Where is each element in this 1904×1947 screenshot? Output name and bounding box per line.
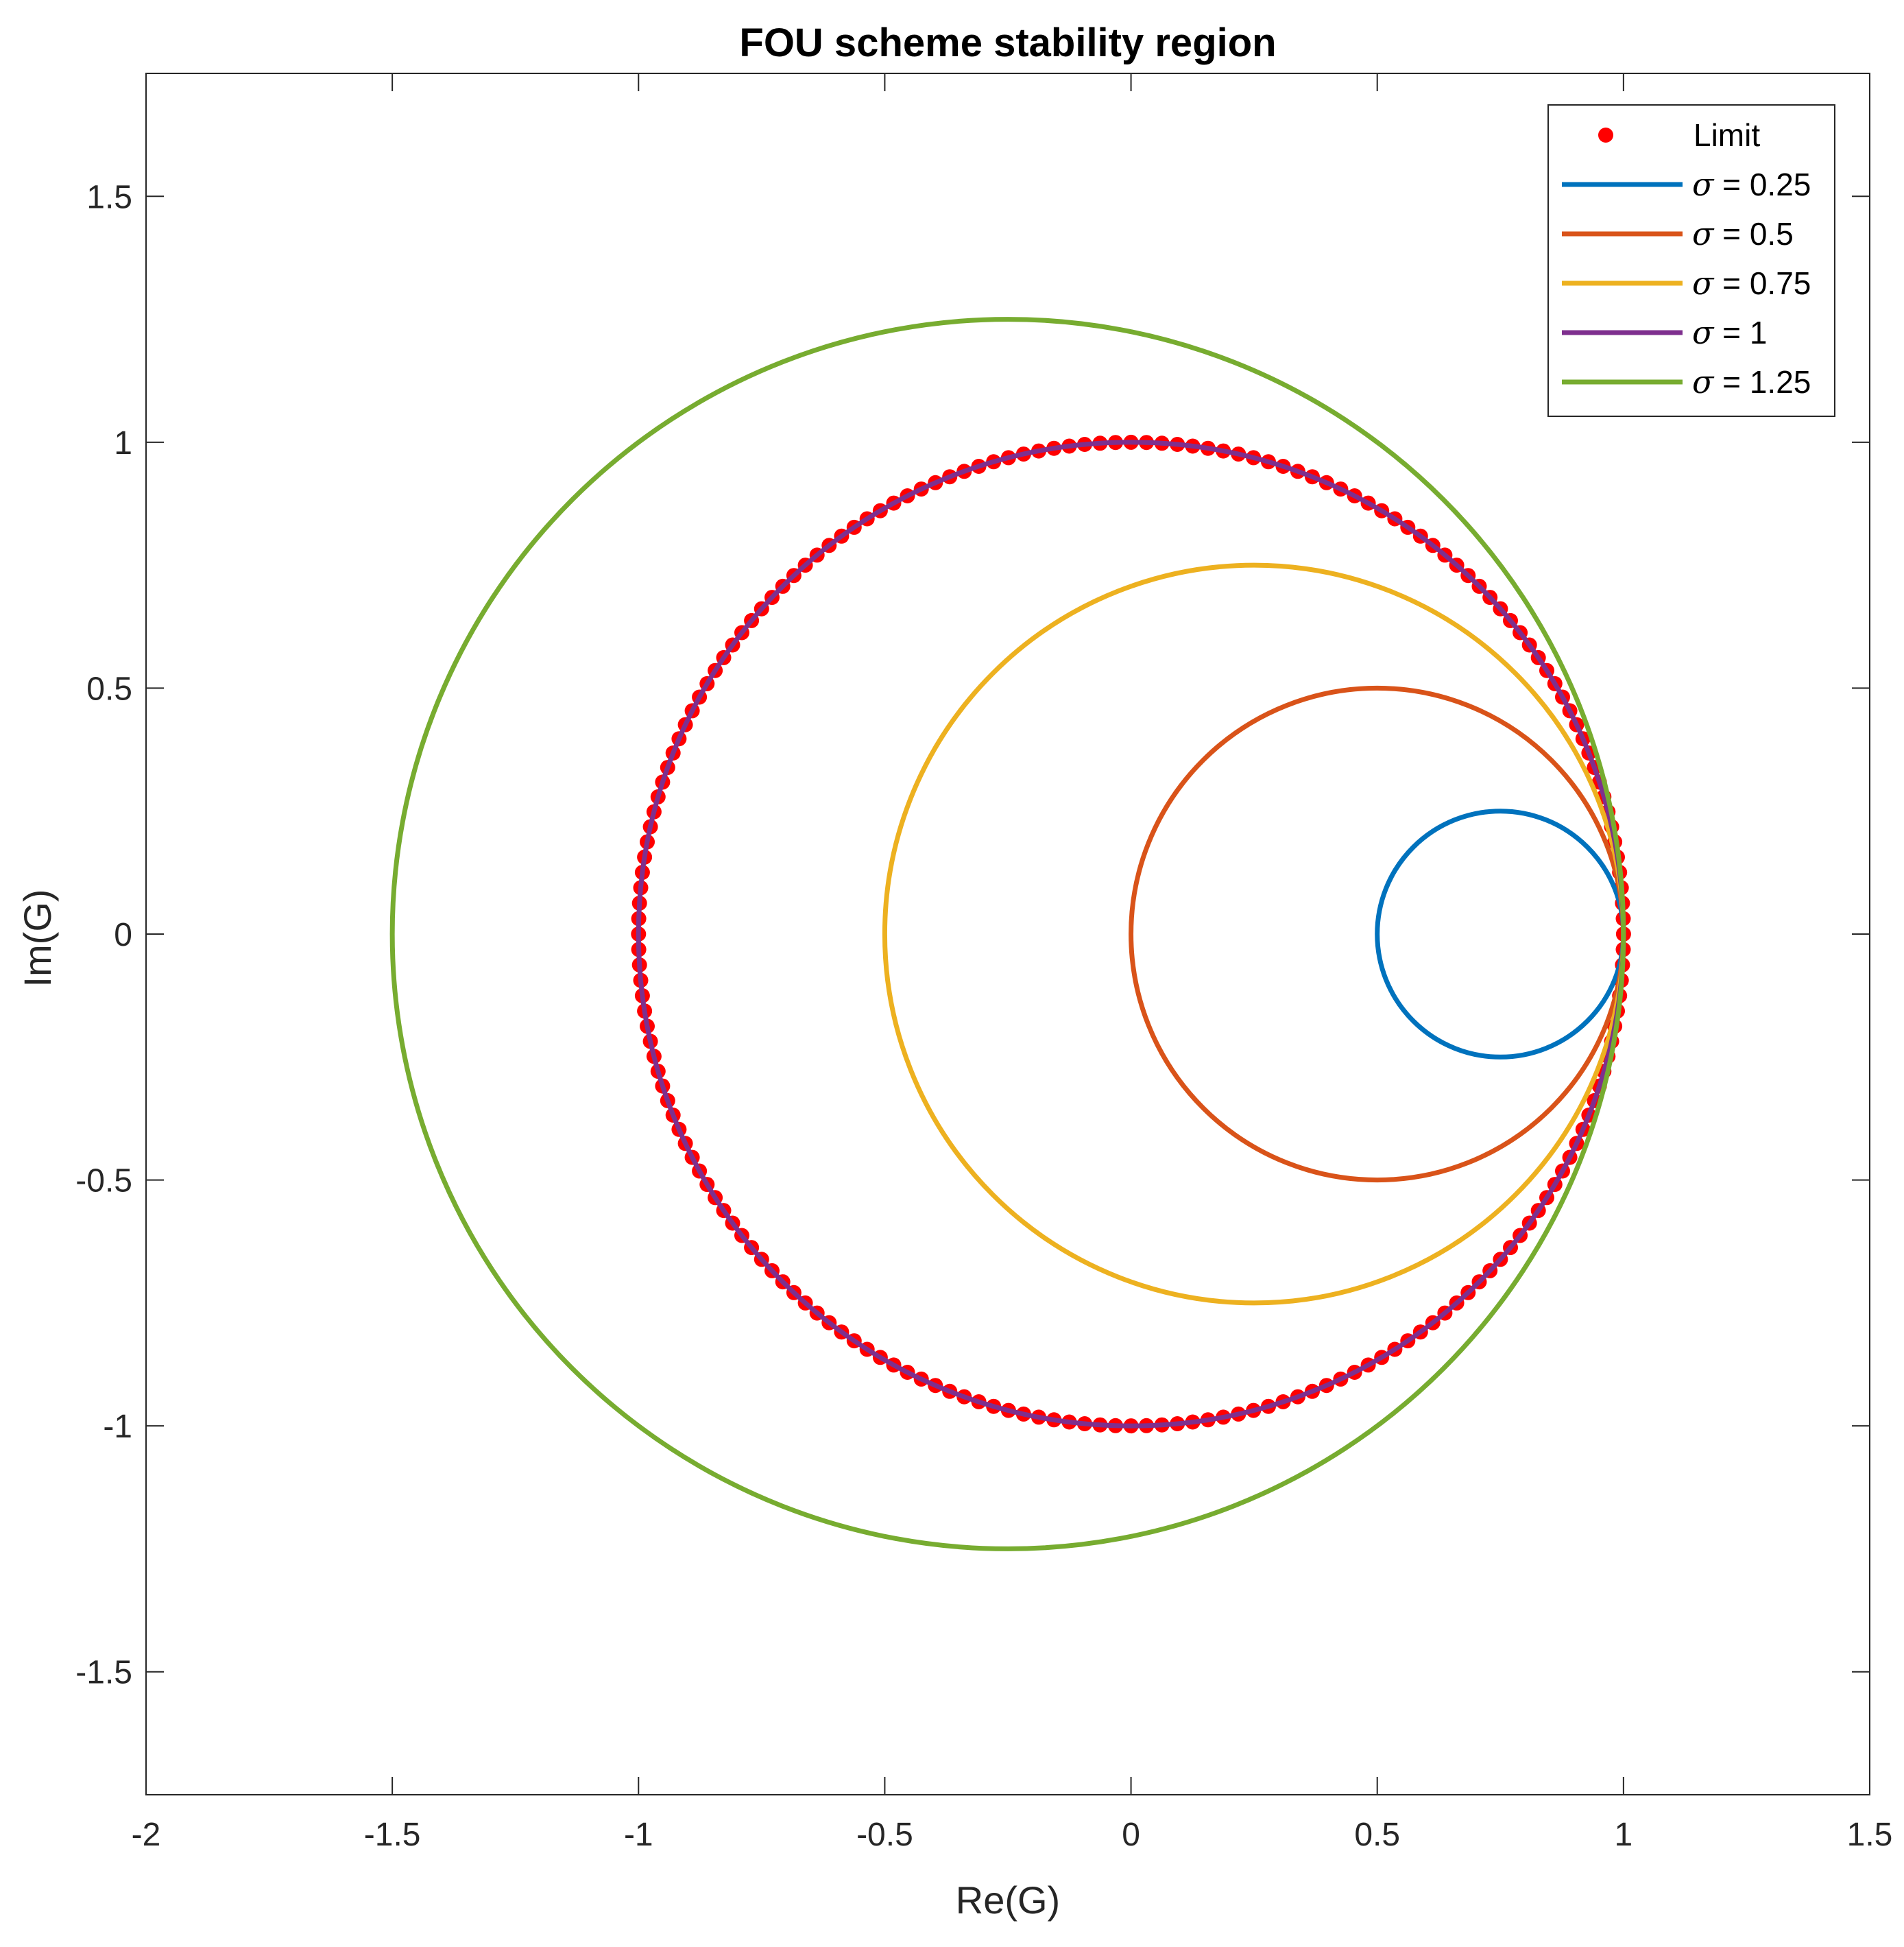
legend-label: Limit xyxy=(1694,117,1760,153)
x-tick-label: -2 xyxy=(132,1817,161,1853)
legend-sigma-value: = 1.25 xyxy=(1713,364,1811,400)
y-tick-label: 0 xyxy=(114,917,132,953)
y-tick-label: -0.5 xyxy=(75,1163,132,1199)
x-axis-label: Re(G) xyxy=(956,1878,1060,1922)
y-tick-label: -1.5 xyxy=(75,1655,132,1691)
y-tick-label: 1.5 xyxy=(86,179,132,215)
x-tick-label: -0.5 xyxy=(856,1817,913,1853)
y-tick-label: 0.5 xyxy=(86,671,132,707)
axis-ticks: -2 -1.5 -1 -0.5 0 0.5 1 1.5 -1.5 -1 -0.5 0 0.5 1 1.5 xyxy=(75,73,1892,1853)
legend-sigma-value: = 1 xyxy=(1713,315,1767,350)
legend-sigma-value: = 0.75 xyxy=(1713,265,1811,301)
x-tick-label: 0 xyxy=(1122,1817,1140,1853)
x-tick-label: 1.5 xyxy=(1847,1817,1893,1853)
legend-sigma-value: = 0.5 xyxy=(1713,216,1793,252)
legend-sigma-symbol: σ xyxy=(1692,166,1715,203)
legend-sigma-value: = 0.25 xyxy=(1713,167,1811,202)
y-tick-label: 1 xyxy=(114,425,132,462)
legend-sigma-symbol: σ xyxy=(1692,215,1715,252)
series-line-5 xyxy=(389,317,1626,1551)
legend-label: σ = 1.25 xyxy=(1692,363,1811,401)
legend-label: σ = 0.75 xyxy=(1692,265,1811,302)
legend-sigma-symbol: σ xyxy=(1692,265,1715,302)
y-tick-label: -1 xyxy=(103,1409,132,1445)
chart-title: FOU scheme stability region xyxy=(739,21,1276,65)
x-tick-label: -1 xyxy=(624,1817,653,1853)
y-axis-label: Im(G) xyxy=(16,889,59,987)
x-tick-label: 1 xyxy=(1615,1817,1633,1853)
legend-label: σ = 1 xyxy=(1692,314,1767,351)
legend-sigma-symbol: σ xyxy=(1692,363,1715,401)
legend-label: σ = 0.5 xyxy=(1692,215,1794,252)
legend-box xyxy=(1547,104,1835,417)
x-tick-label: -1.5 xyxy=(364,1817,421,1853)
legend-sigma-symbol: σ xyxy=(1692,314,1715,351)
plot-area xyxy=(389,317,1631,1551)
axes-frame xyxy=(145,73,1870,1795)
legend-label: σ = 0.25 xyxy=(1692,166,1811,203)
legend-marker-limit xyxy=(1598,128,1613,143)
x-tick-label: 0.5 xyxy=(1354,1817,1400,1853)
